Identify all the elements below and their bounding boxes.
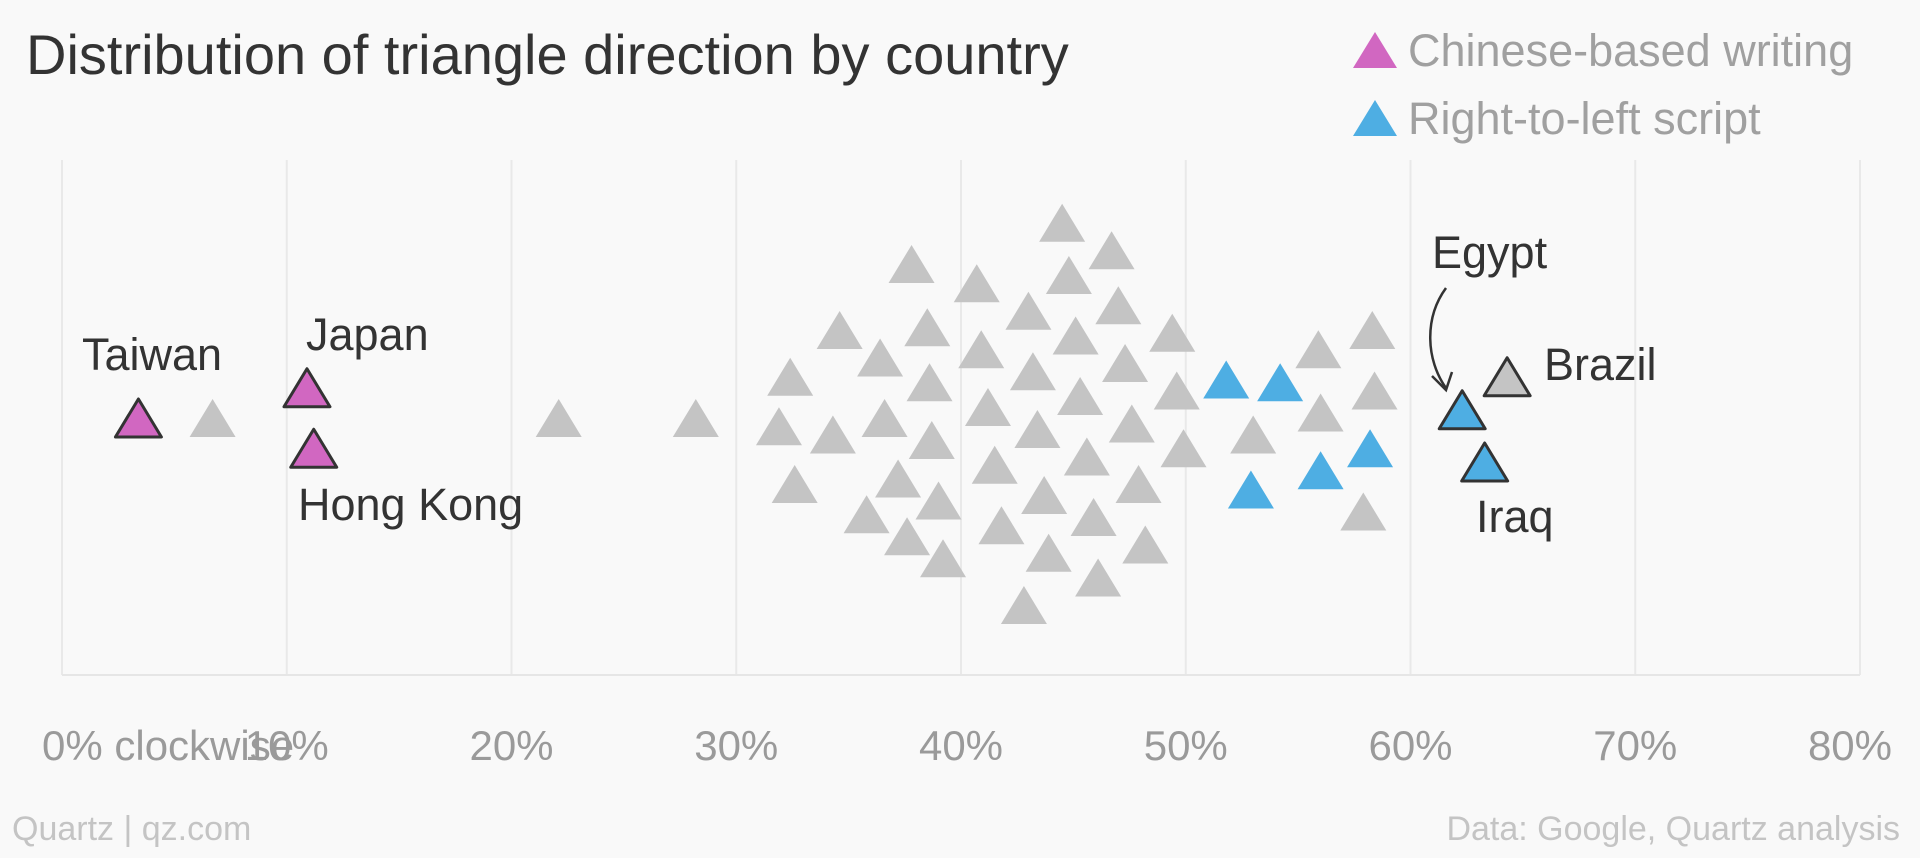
point-40 — [1025, 533, 1072, 572]
point-42 — [1045, 256, 1092, 294]
point-62 — [1351, 371, 1398, 410]
point-8 — [1347, 429, 1394, 468]
legend-label-rtl: Right-to-left script — [1408, 93, 1761, 144]
point-49 — [1095, 286, 1142, 325]
point-18 — [816, 311, 863, 349]
point-33 — [971, 445, 1018, 484]
egypt-arrow — [1429, 287, 1448, 389]
point-7 — [1257, 363, 1304, 402]
point-20 — [857, 338, 904, 377]
label-hong-kong: Hong Kong — [298, 479, 523, 530]
point-iraq — [1460, 441, 1510, 483]
source-right: Data: Google, Quartz analysis — [1446, 810, 1900, 848]
x-tick-label-0: 0% clockwise — [42, 722, 294, 769]
point-56 — [1160, 429, 1207, 468]
point-39 — [1021, 476, 1068, 514]
point-57 — [1230, 415, 1277, 454]
point-43 — [1052, 316, 1099, 355]
annotations: Taiwan Japan Hong Kong Egypt Iraq Brazil — [82, 227, 1657, 542]
point-41 — [1039, 203, 1086, 242]
x-tick-label-80: 80% — [1808, 722, 1892, 769]
point-19 — [843, 495, 890, 534]
point-29 — [920, 539, 967, 578]
point-egypt — [1437, 389, 1487, 431]
source-left: Quartz | qz.com — [12, 810, 251, 848]
point-6 — [1203, 360, 1250, 399]
x-tick-label-60: 60% — [1368, 722, 1452, 769]
point-30 — [953, 264, 1000, 303]
gridlines — [61, 160, 1861, 675]
point-10 — [1227, 470, 1274, 509]
label-taiwan: Taiwan — [82, 329, 222, 380]
point-32 — [964, 388, 1011, 426]
point-37 — [1009, 352, 1056, 391]
point-55 — [1153, 371, 1200, 410]
point-11 — [189, 399, 236, 437]
x-tick-label-10: 10% — [245, 722, 329, 769]
point-25 — [904, 308, 951, 347]
point-53 — [1122, 525, 1169, 564]
label-iraq: Iraq — [1476, 491, 1554, 542]
point-17 — [809, 415, 856, 454]
x-tick-label-40: 40% — [919, 722, 1003, 769]
x-tick-label-20: 20% — [469, 722, 553, 769]
chart-title: Distribution of triangle direction by co… — [26, 23, 1069, 86]
point-japan — [282, 367, 332, 409]
point-46 — [1070, 498, 1117, 536]
point-35 — [1000, 586, 1047, 624]
point-21 — [861, 399, 908, 437]
point-36 — [1005, 291, 1052, 330]
point-51 — [1108, 404, 1155, 443]
point-16 — [771, 465, 818, 503]
egypt-arrowhead — [1431, 371, 1454, 393]
point-27 — [908, 421, 955, 459]
point-45 — [1063, 437, 1110, 476]
data-points — [113, 203, 1532, 624]
point-54 — [1149, 313, 1196, 352]
label-japan: Japan — [306, 309, 429, 360]
point-15 — [767, 357, 814, 396]
point-28 — [915, 481, 962, 520]
point-47 — [1075, 558, 1122, 597]
point-brazil — [1482, 356, 1532, 398]
point-23 — [884, 517, 931, 556]
legend-swatch-chinese — [1353, 32, 1397, 68]
point-13 — [672, 399, 719, 437]
point-58 — [1295, 330, 1342, 369]
point-48 — [1088, 231, 1135, 270]
point-9 — [1297, 451, 1344, 490]
point-34 — [978, 506, 1025, 545]
point-50 — [1102, 344, 1149, 382]
point-taiwan — [113, 397, 163, 439]
point-12 — [535, 399, 582, 437]
legend-label-chinese: Chinese-based writing — [1408, 25, 1853, 76]
label-brazil: Brazil — [1544, 339, 1657, 390]
point-61 — [1349, 311, 1396, 349]
point-22 — [875, 459, 922, 498]
point-59 — [1297, 393, 1344, 432]
legend-swatch-rtl — [1353, 100, 1397, 136]
point-44 — [1057, 377, 1104, 415]
point-hong-kong — [289, 427, 339, 469]
point-38 — [1014, 410, 1061, 448]
label-egypt: Egypt — [1432, 227, 1548, 278]
x-tick-label-30: 30% — [694, 722, 778, 769]
x-tick-label-70: 70% — [1593, 722, 1677, 769]
point-31 — [958, 330, 1005, 369]
point-14 — [755, 407, 802, 446]
point-26 — [906, 363, 953, 402]
point-60 — [1340, 492, 1387, 531]
point-24 — [888, 245, 935, 283]
point-52 — [1115, 465, 1162, 503]
x-tick-label-50: 50% — [1144, 722, 1228, 769]
legend: Chinese-based writing Right-to-left scri… — [1353, 25, 1853, 144]
